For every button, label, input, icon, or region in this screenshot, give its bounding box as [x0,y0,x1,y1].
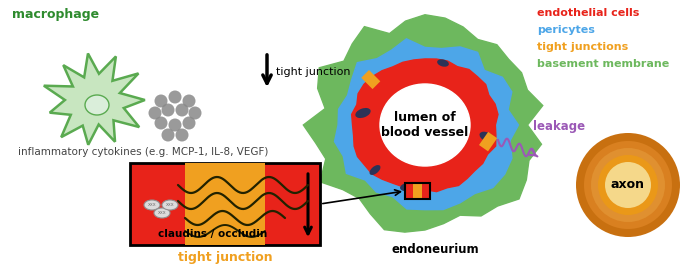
Bar [413,183,422,199]
Text: leakage: leakage [533,120,585,133]
Polygon shape [44,54,145,145]
Circle shape [188,106,201,120]
Text: macrophage: macrophage [12,8,99,21]
Text: inflammatory cytokines (e.g. MCP-1, IL-8, VEGF): inflammatory cytokines (e.g. MCP-1, IL-8… [18,147,269,157]
Bar [130,163,320,245]
Ellipse shape [85,95,109,115]
Circle shape [175,103,188,117]
Polygon shape [351,59,498,193]
Ellipse shape [369,165,380,175]
Text: XXX: XXX [166,203,174,207]
Circle shape [162,103,175,117]
Bar [185,163,265,245]
Text: tight junction: tight junction [177,251,273,264]
Circle shape [584,141,672,229]
Ellipse shape [356,108,371,118]
Circle shape [169,118,182,132]
Circle shape [591,148,665,222]
Circle shape [175,129,188,141]
Text: XXX: XXX [148,203,156,207]
Circle shape [155,94,168,108]
Circle shape [182,117,195,129]
Text: claudins / occludin: claudins / occludin [158,229,267,239]
Bar [422,183,430,199]
Circle shape [598,155,658,215]
Polygon shape [334,39,519,210]
Text: axon: axon [611,179,645,191]
Text: tight junctions: tight junctions [537,42,628,52]
Ellipse shape [400,183,414,191]
Ellipse shape [479,132,495,142]
Polygon shape [303,15,543,232]
Bar [479,132,497,151]
Text: tight junction proteins: tight junction proteins [276,67,399,77]
Text: endoneurium: endoneurium [391,243,479,256]
Circle shape [169,91,182,103]
Circle shape [576,133,680,237]
Text: pericytes: pericytes [537,25,595,35]
Ellipse shape [154,208,170,218]
Circle shape [155,117,168,129]
Bar [405,183,430,199]
Ellipse shape [162,200,178,210]
Text: XXX: XXX [158,211,166,215]
Ellipse shape [144,200,160,210]
Text: endothelial cells: endothelial cells [537,8,639,18]
Circle shape [149,106,162,120]
Circle shape [182,94,195,108]
Ellipse shape [437,59,449,67]
Ellipse shape [380,84,470,166]
Bar [361,70,380,89]
Text: lumen of
blood vessel: lumen of blood vessel [382,111,469,139]
Bar [405,183,413,199]
Circle shape [162,129,175,141]
Text: basement membrane: basement membrane [537,59,669,69]
Circle shape [605,162,651,208]
